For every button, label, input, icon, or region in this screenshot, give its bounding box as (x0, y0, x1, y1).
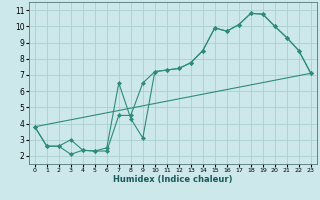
X-axis label: Humidex (Indice chaleur): Humidex (Indice chaleur) (113, 175, 233, 184)
